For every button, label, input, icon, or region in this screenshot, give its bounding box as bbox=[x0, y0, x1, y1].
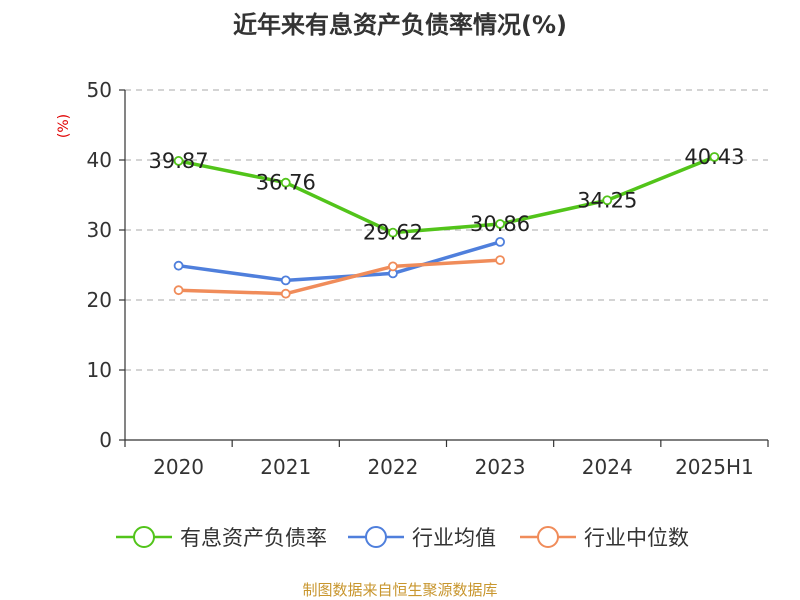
legend-marker bbox=[537, 526, 559, 548]
data-point bbox=[388, 227, 398, 238]
legend-label: 有息资产负债率 bbox=[180, 526, 327, 550]
series-lines bbox=[173, 152, 720, 299]
y-tick-label: 40 bbox=[87, 148, 112, 172]
source-note: 制图数据来自恒生聚源数据库 bbox=[302, 581, 497, 599]
series-line bbox=[176, 258, 502, 296]
data-labels: 39.87 36.76 29.62 30.86 34.25 40.43 bbox=[149, 145, 745, 245]
legend-marker bbox=[365, 526, 387, 548]
data-label: 34.25 bbox=[577, 188, 637, 212]
x-tick-label: 2022 bbox=[367, 455, 418, 479]
y-tick-label: 30 bbox=[87, 218, 112, 242]
axes: 0 10 20 30 40 50 2020 2021 2022 2023 2024 2025H1 bbox=[87, 78, 769, 479]
legend-marker bbox=[133, 526, 155, 548]
data-point bbox=[173, 156, 184, 166]
data-point bbox=[495, 219, 505, 229]
data-point bbox=[388, 261, 398, 272]
series-line bbox=[176, 240, 502, 283]
legend-label: 行业均值 bbox=[412, 526, 496, 550]
data-label: 36.76 bbox=[256, 171, 316, 195]
x-tick-label: 2020 bbox=[153, 455, 204, 479]
data-label: 39.87 bbox=[149, 149, 209, 173]
data-point bbox=[280, 177, 291, 188]
x-tick-label: 2024 bbox=[582, 455, 633, 479]
y-tick-label: 0 bbox=[99, 428, 112, 452]
y-axis-label: (%) bbox=[56, 114, 72, 138]
data-label: 40.43 bbox=[684, 145, 744, 169]
x-tick-label: 2023 bbox=[475, 455, 526, 479]
data-label: 29.62 bbox=[363, 221, 423, 245]
legend-item: 有息资产负债率 bbox=[116, 526, 327, 550]
y-tick-label: 50 bbox=[87, 78, 112, 102]
x-tick-label: 2021 bbox=[260, 455, 311, 479]
legend-item: 行业中位数 bbox=[520, 526, 689, 550]
data-point bbox=[280, 288, 291, 299]
legend-label: 行业中位数 bbox=[584, 526, 689, 550]
x-tick-label: 2025H1 bbox=[675, 455, 754, 479]
legend-item: 行业均值 bbox=[348, 526, 496, 550]
data-point bbox=[173, 285, 184, 296]
y-tick-label: 10 bbox=[87, 358, 112, 382]
data-point bbox=[280, 275, 291, 286]
series-line bbox=[176, 155, 717, 235]
data-point bbox=[709, 152, 720, 162]
y-tick-label: 20 bbox=[87, 288, 112, 312]
legend: 有息资产负债率 行业均值 行业中位数 bbox=[116, 526, 689, 550]
data-point bbox=[173, 260, 184, 271]
data-point bbox=[495, 236, 505, 247]
data-point bbox=[602, 195, 613, 206]
chart-title: 近年来有息资产负债率情况(%) bbox=[233, 11, 567, 39]
data-point bbox=[495, 255, 505, 266]
data-label: 30.86 bbox=[470, 212, 530, 236]
